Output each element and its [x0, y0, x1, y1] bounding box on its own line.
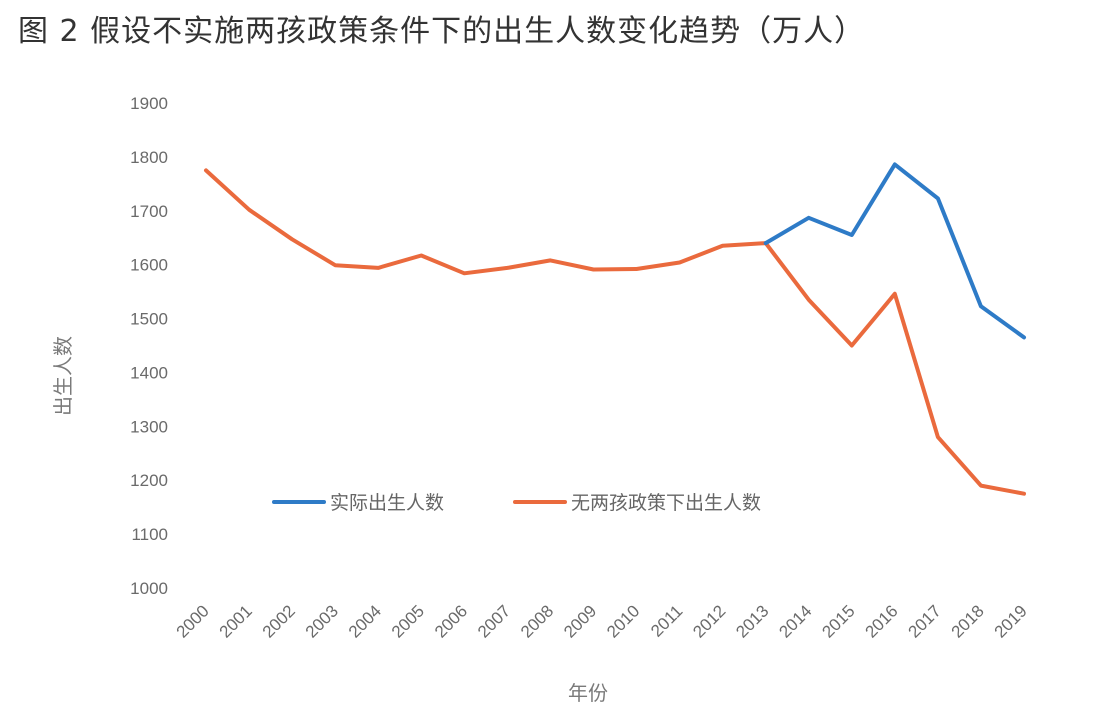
x-tick-label: 2002 [259, 601, 299, 641]
x-tick-label: 2010 [603, 601, 643, 641]
x-tick-label: 2018 [948, 601, 988, 641]
y-tick-label: 1100 [131, 525, 168, 544]
x-tick-label: 2006 [431, 601, 471, 641]
x-tick-label: 2016 [861, 601, 901, 641]
legend: 实际出生人数 无两孩政策下出生人数 [272, 492, 761, 514]
y-tick-label: 1200 [130, 471, 168, 490]
x-tick-label: 2001 [216, 601, 256, 641]
series-line-0 [763, 162, 1026, 340]
legend-label: 实际出生人数 [330, 492, 444, 514]
chart-title: 图 2 假设不实施两孩政策条件下的出生人数变化趋势（万人） [18, 14, 866, 49]
x-tick-label: 2011 [647, 601, 686, 640]
x-tick-label: 2013 [732, 601, 772, 641]
y-tick-label: 1600 [130, 256, 168, 275]
x-tick-label: 2004 [345, 601, 385, 641]
x-axis-label: 年份 [568, 681, 608, 705]
legend-label: 无两孩政策下出生人数 [571, 492, 761, 514]
y-axis-ticks: 1000 1100 1200 1300 1400 1500 1600 1700 1800 1900 [130, 94, 168, 598]
x-tick-label: 2015 [818, 601, 858, 641]
x-tick-label: 2009 [560, 601, 600, 641]
y-tick-label: 1400 [130, 363, 168, 382]
y-tick-label: 1000 [130, 579, 168, 598]
y-axis-label: 出生人数 [51, 336, 75, 416]
series-line-1 [204, 168, 1026, 496]
x-axis-ticks: 2000 2001 2002 2003 2004 2005 2006 2007 2008 2009… [173, 601, 1031, 641]
x-tick-label: 2014 [775, 601, 815, 641]
x-tick-label: 2007 [474, 601, 514, 641]
x-tick-label: 2003 [302, 601, 342, 641]
y-tick-label: 1900 [130, 94, 168, 113]
x-tick-label: 2008 [517, 601, 557, 641]
x-tick-label: 2000 [173, 601, 213, 641]
series-layer [204, 162, 1026, 496]
y-tick-label: 1800 [130, 148, 168, 167]
x-tick-label: 2012 [689, 601, 729, 641]
x-tick-label: 2019 [991, 601, 1031, 641]
y-tick-label: 1500 [130, 310, 168, 329]
x-tick-label: 2005 [388, 601, 428, 641]
y-tick-label: 1300 [130, 417, 168, 436]
x-tick-label: 2017 [905, 601, 945, 641]
y-tick-label: 1700 [130, 202, 168, 221]
